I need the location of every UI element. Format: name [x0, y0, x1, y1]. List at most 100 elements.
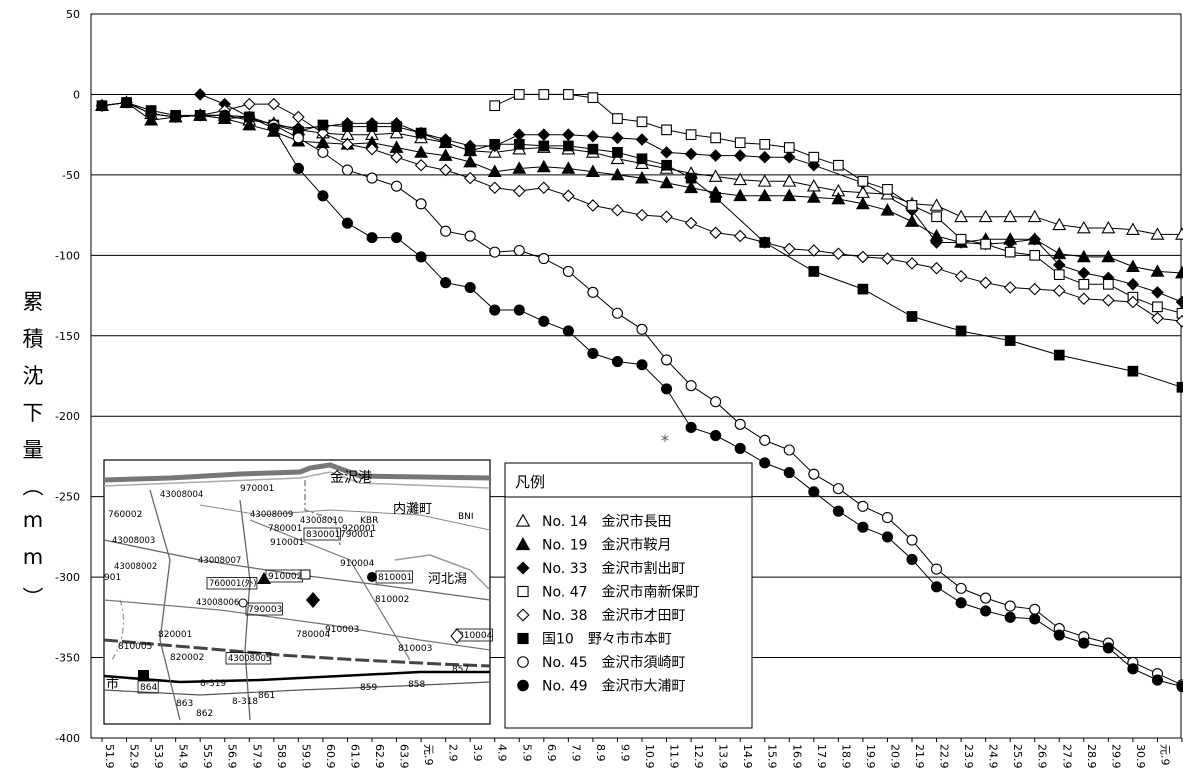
data-point-s4-38: [1028, 282, 1042, 296]
data-point-s7-44: [1176, 680, 1183, 693]
data-point-s6-10: [341, 164, 354, 176]
y-axis-label-char: （: [20, 475, 44, 497]
x-tick-label: 24.9: [987, 744, 1000, 769]
legend-marker-3: [517, 585, 529, 598]
data-point-s1-32: [880, 203, 895, 216]
inset-map: 金沢港 内灘町 河北潟 市 760002 43008004 43008003 4300…: [103, 459, 493, 725]
series-markers: [95, 88, 1183, 693]
data-point-s0-39: [1052, 217, 1067, 231]
data-point-s0-43: [1150, 227, 1165, 240]
x-tick-label: 16.9: [790, 744, 803, 769]
data-point-s0-21: [610, 151, 625, 165]
data-point-s7-11: [366, 232, 378, 244]
data-point-s5-31: [857, 283, 869, 295]
data-point-s4-34: [930, 261, 943, 275]
data-point-s7-7: [268, 122, 280, 134]
legend-title: 凡例: [515, 473, 545, 491]
map-code-14: 910002: [268, 572, 302, 582]
map-code-23: 810005: [118, 642, 152, 652]
legend-marker-6: [517, 656, 529, 668]
map-label-port: 金沢港: [330, 470, 372, 486]
data-point-s5-25: [710, 192, 721, 203]
x-tick-label: 4.9: [496, 744, 509, 762]
data-point-s1-20: [585, 164, 600, 178]
data-point-s6-18: [538, 253, 550, 265]
data-point-s2-20: [586, 129, 600, 143]
data-point-s5-24: [685, 172, 697, 184]
data-point-s2-44: [1175, 295, 1183, 309]
y-tick-label: -200: [55, 410, 80, 423]
data-point-s3-34: [931, 211, 942, 223]
map-code-36: 857: [452, 665, 469, 675]
map-code-37: BNI: [458, 512, 474, 522]
legend-label-2: No. 33 金沢市割出町: [542, 560, 686, 577]
data-point-s4-33: [905, 257, 919, 270]
data-point-s7-27: [759, 457, 771, 469]
legend-label-1: No. 19 金沢市鞍月: [542, 537, 672, 554]
data-point-s4-30: [832, 247, 845, 261]
data-point-s2-22: [635, 133, 649, 146]
map-code-10: 910001: [270, 538, 304, 548]
data-point-s6-20: [587, 286, 599, 298]
legend: 凡例 No. 14 金沢市長田 No. 19 金沢市鞍月 No. 33 金沢市割出町…: [504, 462, 753, 729]
x-tick-label: 63.9: [398, 744, 411, 769]
legend-label-0: No. 14 金沢市長田: [542, 513, 672, 530]
x-tick-label: 9.9: [618, 744, 631, 762]
x-tick-label: 62.9: [373, 744, 386, 769]
data-point-s0-40: [1076, 220, 1091, 234]
x-tick-label: 20.9: [888, 744, 901, 769]
data-point-s4-24: [684, 216, 698, 230]
x-tick-label: 5.9: [520, 744, 533, 762]
data-point-s0-42: [1125, 222, 1140, 235]
data-point-s0-36: [978, 209, 993, 223]
data-point-s1-41: [1101, 249, 1116, 263]
data-point-s7-6: [243, 111, 255, 123]
map-code-27: 810004: [458, 631, 493, 641]
data-point-s7-18: [538, 315, 550, 327]
data-point-s7-31: [857, 521, 869, 533]
data-point-s0-38: [1027, 209, 1042, 223]
x-tick-label: 26.9: [1036, 744, 1049, 769]
data-point-s5-18: [538, 140, 550, 152]
data-point-s2-42: [1126, 278, 1140, 291]
data-point-s4-6: [242, 97, 256, 111]
map-code-1: 43008004: [160, 490, 203, 500]
data-point-s3-35: [955, 233, 967, 245]
data-point-s5-37: [1004, 335, 1016, 346]
data-point-s6-14: [440, 225, 452, 237]
legend-marker-4: [516, 608, 530, 622]
data-point-s6-13: [415, 198, 427, 210]
data-point-s5-44: [1176, 381, 1183, 393]
data-point-s4-32: [881, 252, 894, 265]
data-point-s1-6: [242, 117, 257, 131]
map-code-13: 760001(外): [209, 578, 257, 589]
data-point-s6-12: [390, 180, 403, 192]
x-tick-label: 12.9: [692, 744, 705, 769]
data-point-s7-19: [562, 325, 574, 337]
data-point-s6-29: [808, 468, 820, 480]
data-point-s3-41: [1103, 278, 1114, 290]
data-point-s1-17: [512, 161, 527, 174]
data-point-s6-34: [930, 563, 943, 575]
data-point-s3-17: [513, 89, 525, 100]
data-point-s5-42: [1127, 365, 1139, 377]
data-point-s7-37: [1004, 611, 1016, 623]
data-point-s2-38: [1028, 232, 1042, 246]
data-point-s4-23: [660, 210, 673, 223]
data-point-s7-33: [906, 553, 918, 565]
annotation-asterisk: *: [661, 431, 669, 450]
map-code-8: 780001: [268, 524, 302, 534]
map-code-box-25: [225, 652, 272, 665]
map-code-34: 859: [360, 683, 377, 693]
x-tick-label: 14.9: [741, 744, 754, 769]
map-diamond-mark: [306, 592, 320, 608]
data-point-s2-40: [1077, 266, 1091, 280]
y-tick-label: 0: [73, 88, 80, 101]
data-point-s1-26: [733, 188, 748, 202]
data-point-s1-30: [831, 191, 846, 205]
x-tick-label: 18.9: [839, 744, 852, 769]
x-tick-label: 55.9: [201, 744, 214, 769]
map-code-21: 910003: [325, 625, 359, 635]
data-point-s4-26: [733, 229, 747, 243]
y-axis-label-char: m: [22, 508, 44, 532]
